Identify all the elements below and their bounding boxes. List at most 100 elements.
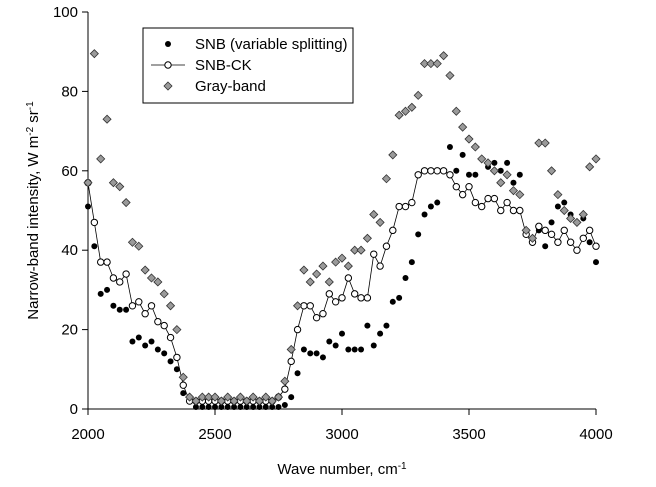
point: [389, 226, 397, 235]
point: [127, 237, 138, 247]
point: [146, 273, 157, 283]
point: [414, 171, 422, 179]
y-tick-label: 0: [70, 401, 78, 418]
point: [458, 122, 468, 132]
point: [566, 213, 576, 224]
point: [559, 205, 569, 216]
y-axis-label-part: Narrow-band intensity, W m: [25, 136, 42, 320]
point: [96, 154, 106, 164]
point: [147, 302, 156, 310]
point: [566, 238, 575, 246]
point: [504, 159, 511, 166]
y-tick-label: 40: [61, 242, 78, 259]
point: [484, 194, 492, 203]
point: [116, 306, 123, 313]
point: [497, 206, 505, 215]
point: [281, 385, 289, 393]
point: [471, 198, 480, 207]
point: [97, 258, 105, 266]
point: [319, 354, 326, 361]
point: [401, 202, 410, 211]
legend-label: SNB-CK: [195, 57, 252, 74]
point: [218, 404, 225, 411]
point: [503, 198, 511, 207]
point: [458, 190, 467, 199]
point: [104, 286, 111, 293]
point: [356, 245, 366, 255]
point: [242, 396, 252, 406]
point: [325, 290, 333, 298]
point: [337, 253, 347, 263]
legend-marker: [164, 61, 172, 69]
y-axis-label-sup: -1: [25, 101, 36, 110]
point: [292, 301, 303, 311]
point: [427, 203, 434, 210]
point: [154, 346, 161, 353]
point: [153, 277, 163, 287]
point: [267, 396, 277, 406]
point: [508, 186, 519, 196]
point: [375, 217, 385, 227]
point: [382, 242, 391, 250]
point: [408, 198, 416, 207]
x-axis-label-part: Wave number, cm: [277, 461, 397, 478]
point: [426, 59, 436, 69]
point: [579, 234, 587, 242]
point: [389, 298, 396, 305]
point: [527, 233, 538, 243]
point: [369, 209, 379, 220]
point: [491, 159, 498, 166]
point: [331, 298, 340, 306]
point: [123, 306, 130, 313]
point: [554, 238, 562, 246]
point: [159, 289, 169, 299]
point: [534, 138, 544, 148]
point: [402, 274, 409, 281]
point: [578, 209, 588, 220]
point: [122, 270, 130, 278]
point: [541, 226, 549, 235]
point: [383, 322, 390, 329]
point: [210, 392, 220, 402]
point: [472, 171, 479, 178]
point: [142, 342, 149, 349]
point: [547, 230, 556, 239]
point: [452, 182, 460, 191]
legend-box: [142, 27, 354, 104]
point: [400, 106, 411, 116]
point: [172, 325, 182, 335]
point: [370, 342, 377, 349]
point: [261, 392, 271, 402]
point: [281, 402, 288, 409]
point: [497, 167, 504, 174]
point: [313, 350, 320, 357]
point: [288, 394, 295, 401]
point: [407, 102, 417, 112]
point: [377, 330, 384, 337]
y-tick-label: 60: [61, 163, 78, 180]
point: [470, 142, 480, 152]
point: [464, 134, 474, 144]
point: [376, 262, 384, 270]
point: [542, 243, 549, 250]
point: [148, 338, 155, 345]
point: [396, 294, 403, 301]
point: [287, 357, 295, 366]
point: [319, 310, 327, 318]
point: [370, 250, 378, 258]
point: [262, 404, 269, 411]
point: [548, 219, 555, 226]
point: [173, 366, 180, 373]
y-axis-label-part: sr: [25, 110, 42, 127]
series-line: [87, 170, 597, 402]
point: [167, 358, 174, 365]
point: [192, 404, 199, 411]
y-axis-label: Narrow-band intensity, W m-2 sr-1: [25, 101, 43, 320]
point: [343, 261, 353, 271]
point: [90, 218, 99, 227]
point: [205, 404, 212, 411]
point: [293, 325, 302, 334]
point: [237, 404, 244, 411]
point: [521, 225, 531, 235]
